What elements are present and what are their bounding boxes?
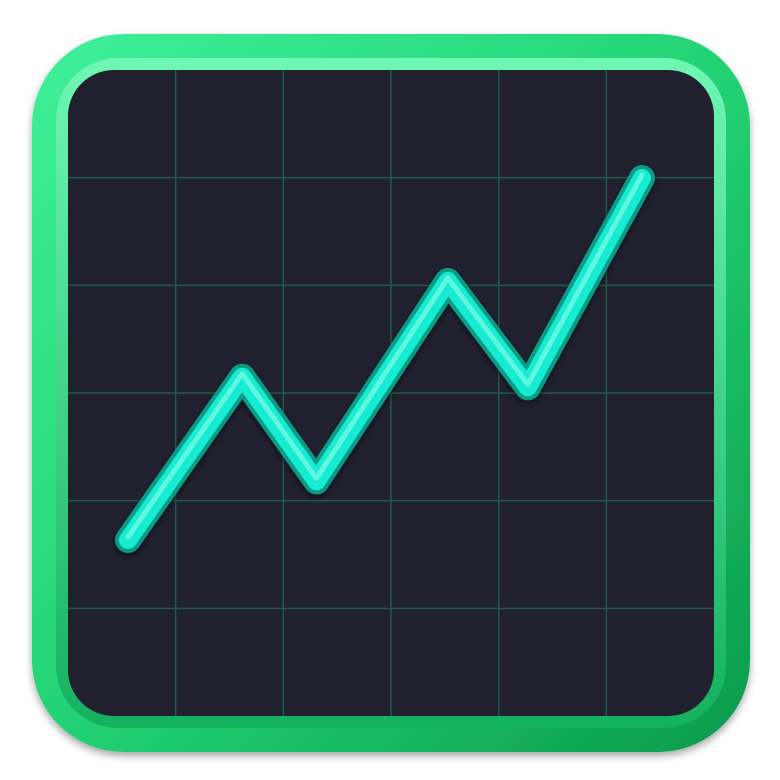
trend-line-group (115, 165, 655, 553)
trend-line-highlight (125, 172, 645, 540)
chart-grid (68, 70, 714, 716)
